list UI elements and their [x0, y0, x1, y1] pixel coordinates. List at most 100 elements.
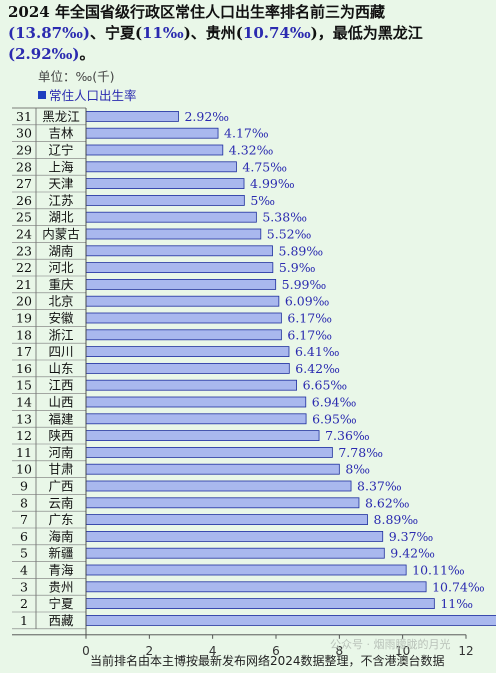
province-label: 河南	[48, 445, 73, 460]
value-label: 5.38‰	[262, 210, 307, 225]
province-label: 黑龙江	[42, 109, 80, 124]
rank-label: 24	[16, 227, 32, 242]
rank-label: 13	[16, 411, 32, 426]
value-label: 5‰	[250, 193, 275, 208]
province-label: 陕西	[48, 428, 73, 443]
province-label: 新疆	[48, 546, 73, 561]
value-label: 8.37‰	[357, 479, 402, 494]
rank-label: 5	[20, 546, 28, 561]
rank-label: 23	[16, 243, 32, 258]
province-label: 山东	[48, 361, 73, 376]
value-label: 6.65‰	[303, 378, 348, 393]
rank-label: 10	[16, 462, 32, 477]
x-tick-label: 12	[458, 644, 473, 658]
bar	[85, 463, 340, 475]
bar	[85, 547, 385, 559]
rank-label: 1	[20, 613, 28, 628]
value-label: 6.09‰	[285, 294, 330, 309]
province-label: 甘肃	[48, 462, 73, 477]
rank-label: 7	[20, 512, 28, 527]
watermark-text: 公众号 · 烟雨朦胧的月光	[330, 638, 451, 651]
province-label: 江苏	[48, 193, 73, 208]
bar	[85, 531, 384, 542]
title-sep-3: )，最低为黑龙江	[310, 24, 423, 42]
bar	[85, 346, 290, 358]
bar	[85, 598, 435, 609]
province-label: 内蒙古	[42, 227, 80, 242]
value-label: 4.32‰	[229, 143, 274, 158]
province-label: 云南	[48, 495, 73, 510]
value-label: 8‰	[345, 462, 370, 477]
rank-label: 22	[16, 260, 32, 275]
province-label: 吉林	[48, 126, 74, 141]
title-line-1: 2024 年全国省级行政区常住人口出生率排名前三为西藏	[8, 3, 385, 21]
value-label: 11‰	[440, 596, 473, 611]
bar	[85, 194, 245, 206]
rank-label: 12	[16, 428, 32, 443]
rank-label: 21	[16, 277, 32, 292]
rank-label: 2	[20, 596, 28, 611]
title-sep-1: 、宁夏(	[89, 24, 143, 42]
unit-label: 单位：‰(千)	[38, 69, 115, 84]
bar	[85, 430, 320, 442]
title-line-2: (13.87‰)、宁夏(11‰)、贵州(10.74‰)，最低为黑龙江	[8, 23, 492, 44]
title-line-3: (2.92‰)。	[8, 44, 492, 65]
value-label: 8.89‰	[374, 512, 419, 527]
value-label: 6.17‰	[287, 327, 332, 342]
province-label: 宁夏	[48, 596, 74, 611]
bar	[85, 245, 273, 257]
value-label: 4.75‰	[242, 159, 287, 174]
title-value-guizhou: 10.74‰	[242, 24, 311, 42]
rank-label: 28	[16, 159, 32, 174]
bar	[85, 278, 277, 290]
bar	[85, 262, 274, 274]
bar	[85, 228, 262, 240]
title-value-xizang: (13.87‰)	[8, 24, 90, 42]
province-label: 湖北	[48, 210, 74, 225]
value-label: 4.17‰	[224, 126, 269, 141]
x-tick-label: 0	[82, 644, 90, 658]
value-label: 5.9‰	[279, 260, 316, 275]
bar	[85, 144, 224, 156]
province-label: 安徽	[48, 311, 74, 326]
value-label: 6.95‰	[312, 411, 357, 426]
bar	[85, 396, 307, 408]
value-label: 6.42‰	[295, 361, 340, 376]
province-label: 北京	[48, 294, 73, 309]
bar	[85, 161, 237, 173]
legend-swatch	[38, 90, 46, 99]
rank-label: 30	[16, 126, 32, 141]
province-label: 贵州	[48, 579, 73, 594]
bar	[85, 127, 219, 139]
rank-label: 16	[16, 361, 32, 376]
title-sep-2: )、贵州(	[183, 24, 243, 42]
bar	[85, 615, 496, 626]
bar	[85, 446, 333, 458]
value-label: 10.11‰	[412, 563, 465, 578]
province-label: 重庆	[48, 277, 74, 292]
province-label: 青海	[48, 563, 74, 578]
rank-label: 26	[16, 193, 32, 208]
value-label: 6.17‰	[287, 311, 332, 326]
bar	[85, 480, 352, 492]
value-label: 7.78‰	[338, 445, 383, 460]
x-tick-label: 4	[209, 644, 217, 658]
value-label: 5.52‰	[267, 227, 312, 242]
rank-label: 9	[20, 479, 28, 494]
value-label: 4.99‰	[250, 176, 295, 191]
value-label: 10.74‰	[432, 579, 485, 594]
province-label: 辽宁	[48, 143, 73, 158]
rank-label: 4	[20, 563, 28, 578]
value-label: 2.92‰	[184, 109, 229, 124]
bar	[85, 497, 360, 509]
bar	[85, 379, 297, 391]
province-label: 福建	[48, 411, 74, 426]
bar	[85, 564, 407, 576]
value-label: 5.99‰	[282, 277, 327, 292]
province-label: 天津	[48, 176, 73, 191]
province-label: 江西	[48, 378, 73, 393]
province-label: 西藏	[48, 613, 74, 628]
value-label: 5.89‰	[279, 243, 324, 258]
bar	[85, 362, 290, 374]
rank-label: 14	[16, 395, 32, 410]
